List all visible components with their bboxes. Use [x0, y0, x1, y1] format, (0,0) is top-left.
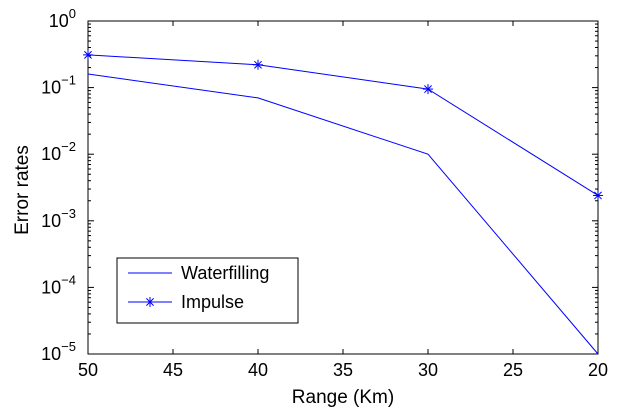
x-tick-label: 50 [78, 360, 98, 380]
x-tick-label: 25 [503, 360, 523, 380]
series-layer [83, 49, 603, 355]
x-tick-label: 45 [163, 360, 183, 380]
x-tick-label: 40 [248, 360, 268, 380]
y-tick-label: 10−4 [41, 272, 76, 297]
y-tick-base: 10 [41, 78, 61, 98]
legend-label-waterfilling: Waterfilling [181, 263, 269, 283]
y-tick-base: 10 [41, 277, 61, 297]
x-tick-label: 30 [418, 360, 438, 380]
legend-box [116, 257, 299, 324]
series-line-impulse [87, 54, 599, 196]
data-point-impulse [593, 190, 603, 201]
series-line-waterfilling [87, 73, 599, 355]
y-tick-label: 10−1 [41, 73, 76, 98]
y-tick-base: 10 [41, 344, 61, 364]
y-tick-exponent: −5 [61, 339, 76, 354]
y-tick-label: 10−5 [41, 339, 76, 364]
y-tick-base: 10 [49, 11, 69, 31]
y-tick-exponent: −1 [61, 73, 76, 88]
data-point-impulse [423, 84, 433, 95]
y-tick-label: 10−3 [41, 206, 76, 231]
x-tick-label: 35 [333, 360, 353, 380]
y-tick-base: 10 [41, 211, 61, 231]
data-point-impulse [253, 59, 263, 70]
legend: Waterfilling Impulse [116, 257, 299, 324]
y-tick-exponent: 0 [69, 6, 76, 21]
y-tick-label: 10−2 [41, 139, 76, 164]
x-axis-title: Range (Km) [292, 387, 394, 408]
legend-marker-impulse [145, 297, 155, 307]
y-tick-base: 10 [41, 144, 61, 164]
y-tick-exponent: −4 [61, 272, 76, 287]
x-tick-label: 20 [588, 360, 608, 380]
legend-label-impulse: Impulse [181, 292, 244, 312]
legend-asterisk-icon [145, 297, 155, 307]
y-tick-label: 100 [49, 6, 76, 31]
y-tick-exponent: −2 [61, 139, 76, 154]
y-tick-exponent: −3 [61, 206, 76, 221]
y-axis-title: Error rates [12, 145, 33, 235]
data-point-impulse [83, 49, 93, 60]
